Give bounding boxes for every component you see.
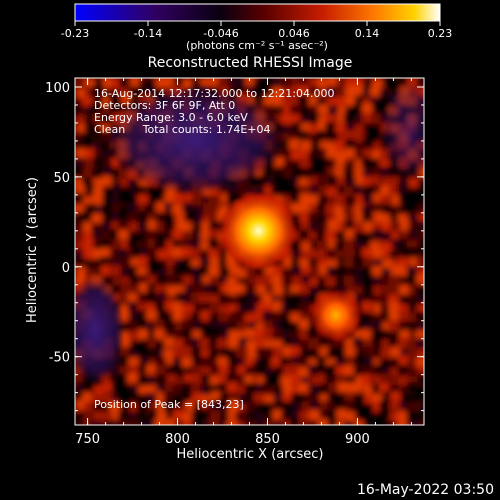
annotation-energy-range: Energy Range: 3.0 - 6.0 keV (94, 111, 248, 124)
y-tick-label: -50 (49, 351, 70, 366)
annotation-peak-position: Position of Peak = [843,23] (94, 398, 244, 411)
colorbar-tick-label: 0.046 (278, 27, 310, 40)
rhessi-image (75, 78, 424, 425)
colorbar-tick-label: -0.046 (203, 27, 238, 40)
annotation-time-range: 16-Aug-2014 12:17:32.000 to 12:21:04.000 (94, 87, 335, 100)
y-axis-ticks: 100 50 0 -50 (45, 81, 424, 412)
x-tick-label: 800 (165, 432, 190, 447)
footer-timestamp: 16-May-2022 03:50 (357, 482, 494, 498)
y-tick-label: 100 (45, 81, 70, 96)
x-tick-label: 750 (75, 432, 100, 447)
annotation-detectors: Detectors: 3F 6F 9F, Att 0 (94, 99, 235, 112)
y-tick-label: 0 (62, 261, 70, 276)
colorbar-tick-label: -0.23 (61, 27, 89, 40)
colorbar-tick-label: 0.23 (428, 27, 453, 40)
colorbar-tick-label: 0.14 (355, 27, 380, 40)
x-tick-label: 850 (255, 432, 280, 447)
x-tick-label: 900 (345, 432, 370, 447)
emission-source (218, 190, 299, 271)
y-axis-label: Heliocentric Y (arcsec) (25, 177, 40, 323)
annotation-method-counts: Clean Total counts: 1.74E+04 (94, 123, 271, 136)
colorbar-unit-label: (photons cm⁻² s⁻¹ asec⁻²) (186, 39, 328, 52)
plot-title: Reconstructed RHESSI Image (148, 55, 353, 71)
emission-source (308, 287, 364, 344)
y-tick-label: 50 (53, 171, 70, 186)
colorbar-tick-label: -0.14 (134, 27, 162, 40)
x-axis-label: Heliocentric X (arcsec) (177, 447, 324, 462)
x-axis-ticks: 750 800 850 900 (75, 78, 412, 447)
colorbar (74, 3, 441, 22)
colorbar-ticks: -0.23 -0.14 -0.046 0.046 0.14 0.23 (61, 21, 452, 40)
